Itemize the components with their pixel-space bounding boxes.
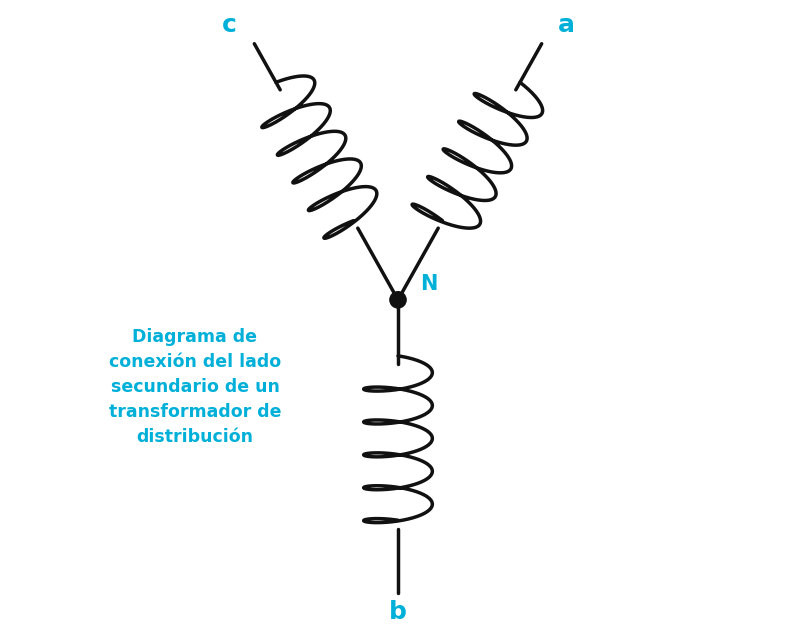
- Text: a: a: [558, 13, 576, 37]
- Text: b: b: [389, 600, 407, 624]
- Text: c: c: [222, 13, 236, 37]
- Circle shape: [390, 292, 406, 308]
- Text: Diagrama de
conexión del lado
secundario de un
transformador de
distribución: Diagrama de conexión del lado secundario…: [109, 329, 281, 446]
- Text: N: N: [419, 274, 437, 294]
